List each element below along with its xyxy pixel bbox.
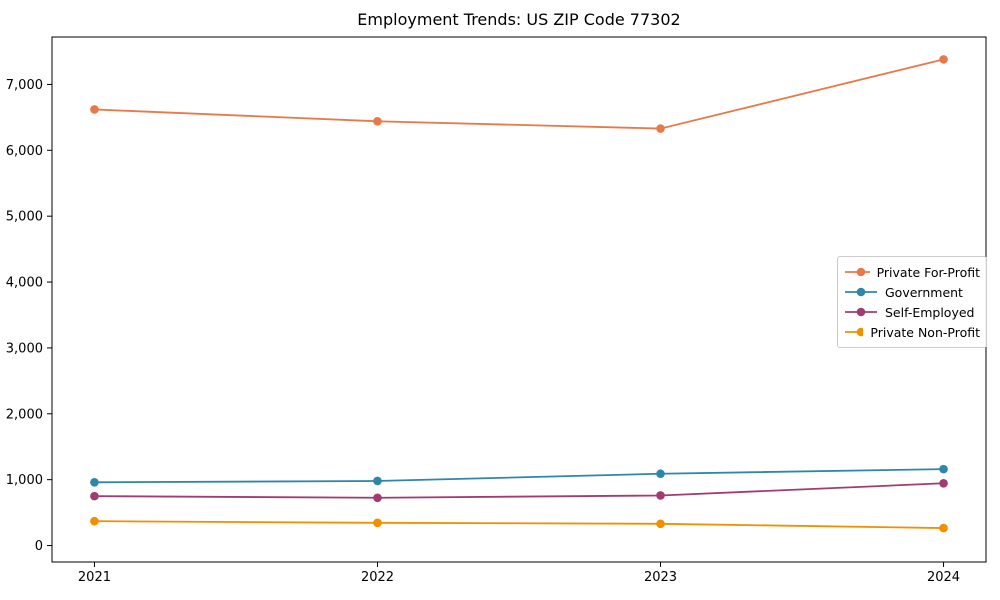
series-line-government xyxy=(93,468,945,484)
data-point-private-non-profit xyxy=(939,523,948,533)
legend-dot-sample xyxy=(856,327,864,337)
x-tick-label: 2022 xyxy=(361,570,394,585)
data-point-self-employed xyxy=(373,493,382,503)
y-tick-label: 5,000 xyxy=(6,210,43,225)
legend-item-self-employed: Self-Employed xyxy=(844,302,980,322)
series-line-self-employed xyxy=(93,482,945,499)
chart-title: Employment Trends: US ZIP Code 77302 xyxy=(357,10,681,29)
y-tick-label: 0 xyxy=(35,539,43,554)
data-point-government xyxy=(939,464,948,474)
data-point-government xyxy=(90,477,99,487)
legend-marker-self-employed xyxy=(845,307,877,317)
data-point-private-for-profit xyxy=(656,124,665,133)
data-point-government xyxy=(656,469,665,479)
legend-item-government: Government xyxy=(844,282,980,302)
legend-label: Self-Employed xyxy=(885,304,975,320)
legend-label: Private For-Profit xyxy=(876,264,980,280)
y-tick-label: 6,000 xyxy=(6,144,43,159)
x-tick-label: 2023 xyxy=(644,570,677,585)
legend-item-private-for-profit: Private For-Profit xyxy=(844,262,980,282)
legend: Private For-Profit Government Self-Employe… xyxy=(837,256,987,348)
legend-label: Private Non-Profit xyxy=(870,324,980,340)
y-tick-label: 4,000 xyxy=(6,276,43,291)
legend-marker-government xyxy=(845,287,877,297)
data-point-government xyxy=(373,476,382,486)
y-tick-label: 3,000 xyxy=(6,341,43,356)
legend-marker-private-for-profit xyxy=(845,267,870,277)
data-point-private-for-profit xyxy=(373,117,382,126)
data-point-self-employed xyxy=(656,491,665,500)
data-point-private-non-profit xyxy=(656,519,665,529)
data-point-private-for-profit xyxy=(939,55,948,64)
legend-dot-sample xyxy=(856,307,866,317)
series-line-private-for-profit xyxy=(93,58,945,130)
x-tick-label: 2024 xyxy=(927,570,960,585)
y-tick-label: 1,000 xyxy=(6,473,43,488)
legend-dot-sample xyxy=(856,267,866,277)
legend-item-private-non-profit: Private Non-Profit xyxy=(844,322,980,342)
legend-dot-sample xyxy=(856,287,866,297)
legend-marker-private-non-profit xyxy=(845,327,864,337)
series-line-private-non-profit xyxy=(93,520,945,529)
legend-label: Government xyxy=(885,284,963,300)
data-point-private-for-profit xyxy=(90,105,99,114)
data-point-self-employed xyxy=(90,491,99,501)
y-tick-label: 2,000 xyxy=(6,407,43,422)
data-point-self-employed xyxy=(939,478,948,488)
x-tick-label: 2021 xyxy=(78,570,111,585)
data-point-private-non-profit xyxy=(373,518,382,528)
y-tick-label: 7,000 xyxy=(6,78,43,93)
data-point-private-non-profit xyxy=(90,516,99,526)
